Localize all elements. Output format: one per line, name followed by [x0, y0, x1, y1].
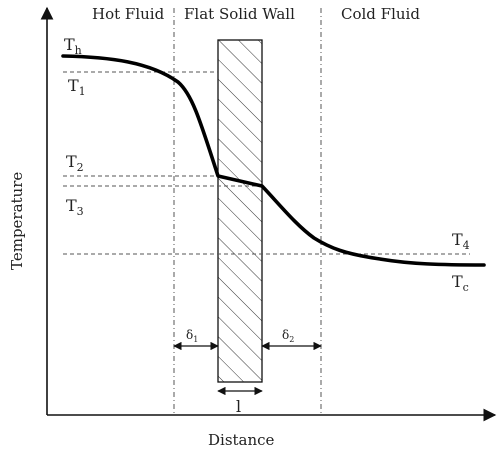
temperature-profile-curve	[61, 54, 486, 267]
wall-label: Flat Solid Wall	[184, 5, 295, 23]
delta1-label: δ1	[186, 328, 198, 344]
wall-thickness-label: l	[236, 397, 241, 416]
hot-fluid-label: Hot Fluid	[92, 5, 165, 23]
t1-label: T1	[68, 76, 86, 98]
th-label: Th	[64, 35, 82, 57]
x-axis-label: Distance	[208, 431, 275, 449]
t4-label: T4	[452, 230, 470, 252]
y-axis-label: Temperature	[8, 172, 26, 270]
cold-fluid-label: Cold Fluid	[341, 5, 420, 23]
tc-label: Tc	[452, 272, 469, 294]
t3-label: T3	[66, 196, 84, 218]
t2-label: T2	[66, 152, 84, 174]
delta2-label: δ2	[282, 328, 294, 344]
flat-solid-wall	[217, 39, 263, 383]
